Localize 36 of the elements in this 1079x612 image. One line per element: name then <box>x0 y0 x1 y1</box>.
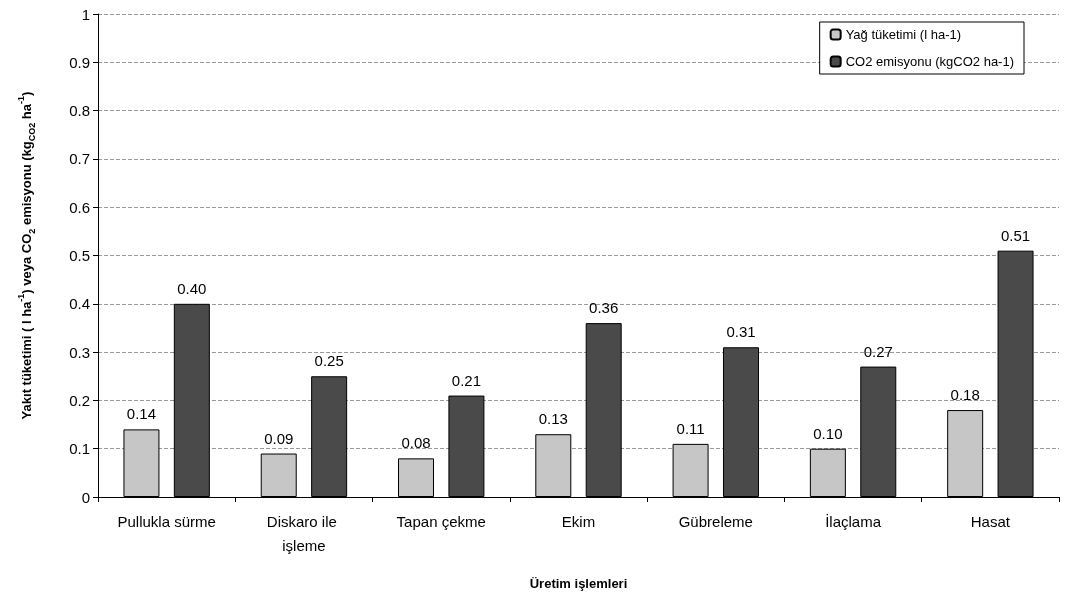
data-label: 0.40 <box>177 279 207 297</box>
data-label: 0.31 <box>726 323 756 341</box>
x-tick-label: Tapan çekme <box>396 512 486 530</box>
data-label: 0.13 <box>538 410 568 428</box>
y-tick-label: 0.8 <box>69 102 90 120</box>
data-label: 0.36 <box>589 299 619 317</box>
text: Yakıt tüketimi ( l ha-1) veya CO2 emisyonu (kgCO2 ha-1) <box>15 91 37 420</box>
y-tick-label: 0.4 <box>69 295 90 313</box>
legend-label: Yağ tüketimi (l ha-1) <box>845 27 962 42</box>
x-axis-title: Üretim işlemleri <box>529 576 628 591</box>
y-tick-label: 0.1 <box>69 440 90 458</box>
data-label: 0.25 <box>314 352 344 370</box>
data-label: 0.51 <box>1000 226 1031 244</box>
x-tick-label: Ekim <box>561 512 596 530</box>
y-tick-label: 1 <box>81 5 90 23</box>
y-tick-label: 0.3 <box>69 343 90 361</box>
x-tick-label: Diskaro ile işleme <box>266 512 342 554</box>
y-tick-label: 0.6 <box>69 198 90 216</box>
y-tick-label: 0.2 <box>69 391 90 409</box>
data-label: 0.11 <box>676 419 705 437</box>
y-tick-label: 0 <box>81 488 90 506</box>
x-tick-label: Pullukla sürme <box>117 512 216 530</box>
data-label: 0.21 <box>451 371 482 389</box>
data-label: 0.27 <box>863 342 893 360</box>
data-label: 0.18 <box>950 386 980 404</box>
data-label: 0.14 <box>126 405 157 423</box>
x-tick-label: Hasat <box>970 512 1011 530</box>
y-tick-label: 0.5 <box>69 247 90 264</box>
data-label: 0.08 <box>401 434 431 452</box>
x-tick-label: Gübreleme <box>678 512 753 530</box>
data-label: 0.09 <box>264 429 294 447</box>
data-label: 0.10 <box>813 424 843 442</box>
legend-label: CO2 emisyonu (kgCO2 ha-1) <box>845 54 1014 69</box>
x-tick-label: İlaçlama <box>825 512 882 530</box>
y-tick-label: 0.9 <box>69 53 90 71</box>
y-tick-label: 0.7 <box>69 150 90 168</box>
